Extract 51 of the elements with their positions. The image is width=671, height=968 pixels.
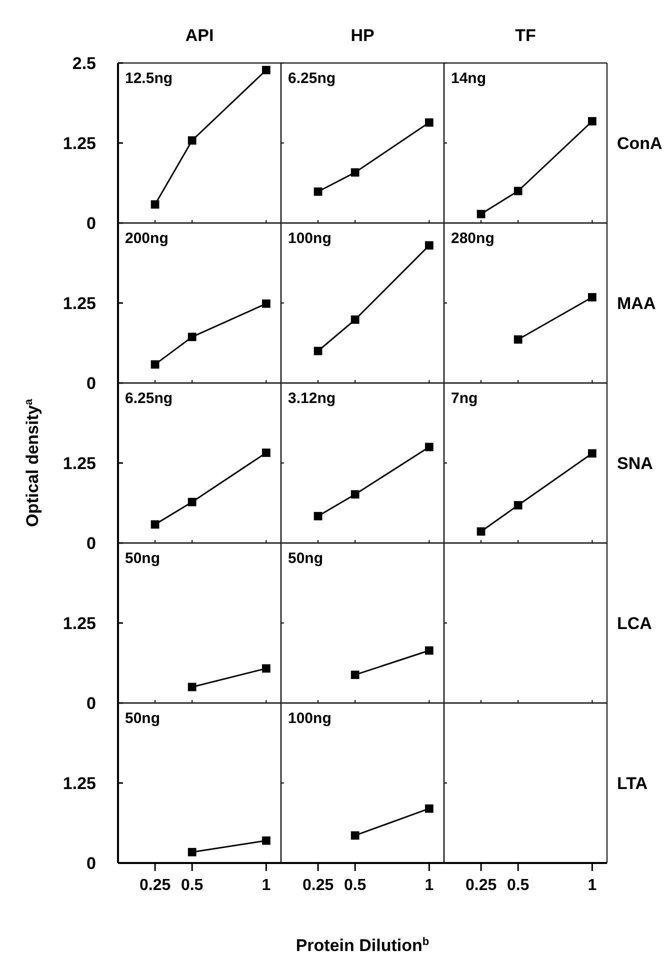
annotation: 50ng (125, 550, 160, 567)
y-tick-label: 1.25 (62, 294, 96, 313)
x-tick-label: 0.25 (465, 877, 497, 894)
annotation: 7ng (451, 390, 478, 407)
point (188, 136, 196, 145)
annotation: 50ng (288, 550, 324, 567)
point (262, 66, 270, 74)
point (262, 299, 270, 308)
point (150, 520, 160, 529)
x-tick-label: 1 (424, 877, 434, 894)
y-tick-label: 0 (86, 854, 96, 873)
y-tick-label: 0 (86, 694, 96, 713)
annotation: 280ng (451, 230, 494, 247)
point (188, 332, 196, 342)
annotation: 6.25ng (288, 70, 336, 87)
y2-axis-title: ConA (617, 134, 662, 153)
y2-axis-title: LCA (617, 614, 652, 633)
x-tick-label: 1 (262, 877, 271, 894)
annotation: 200ng (125, 230, 168, 247)
y-tick-label: 1.25 (62, 454, 96, 473)
x-tick-label: 0.25 (302, 877, 334, 894)
y2-axis-title: SNA (617, 454, 653, 473)
annotation: 100ng (288, 230, 332, 247)
annotation: 6.25ng (125, 390, 173, 407)
annotation: 3.12ng (288, 390, 336, 407)
y-tick-label: 1.25 (62, 774, 96, 793)
chart-title: HP (350, 26, 374, 45)
x-tick-label: 0.25 (139, 877, 171, 894)
y-tick-label: 1.25 (62, 134, 96, 153)
annotation: 50ng (125, 710, 160, 727)
x-axis-title: Protein Dilution$^{b}$ (296, 936, 430, 955)
chart-title: TF (515, 26, 536, 45)
point (262, 448, 270, 457)
y2-axis-title: MAA (617, 294, 656, 313)
x-tick-label: 0.5 (180, 877, 204, 894)
annotation: 14ng (451, 70, 486, 87)
y-tick-label: 0 (86, 534, 96, 553)
y-tick-label: 2.5 (72, 54, 96, 73)
chart-title: API (185, 26, 214, 45)
x-tick-label: 1 (588, 877, 597, 894)
point (150, 360, 160, 369)
annotation: 100ng (288, 710, 332, 727)
point (188, 498, 196, 506)
y2-axis-title: LTA (617, 774, 648, 793)
x-tick-label: 0.5 (344, 877, 366, 894)
y-tick-label: 0 (86, 214, 96, 233)
point (150, 200, 160, 209)
y-tick-label: 0 (86, 374, 96, 393)
x-tick-label: 0.5 (506, 877, 530, 894)
y-tick-label: 1.25 (62, 614, 96, 633)
annotation: 12.5ng (125, 70, 173, 87)
